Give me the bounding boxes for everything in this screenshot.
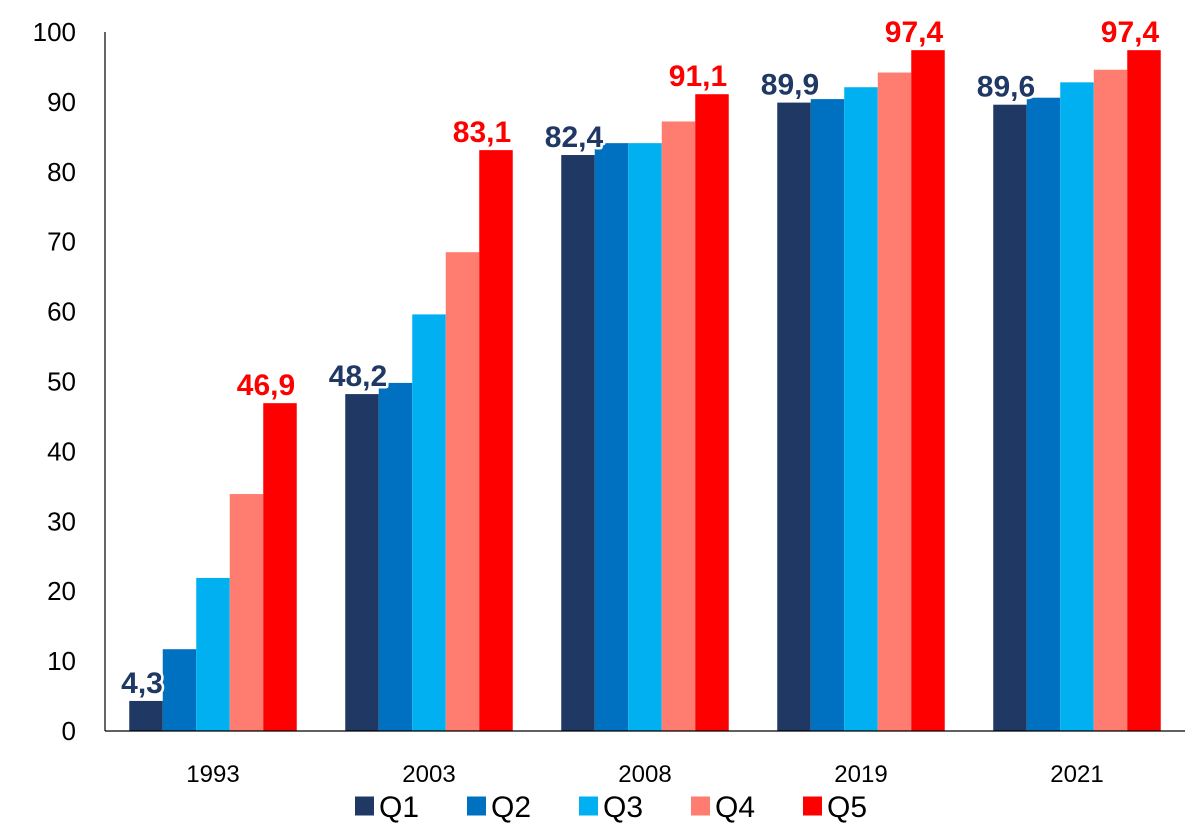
bar-q2-2008 — [594, 143, 629, 732]
data-label: 82,4 — [545, 121, 604, 154]
y-tick-label: 40 — [47, 436, 76, 466]
bar-q1-1993 — [129, 700, 163, 731]
y-axis-ticks: 0 10 20 30 40 50 60 70 80 90 100 — [33, 17, 76, 746]
y-tick-label: 80 — [47, 157, 76, 187]
bar-q2-2019 — [810, 99, 845, 731]
y-tick-label: 20 — [47, 576, 76, 606]
bar-q2-2003 — [378, 382, 413, 731]
x-tick-label: 2003 — [402, 761, 455, 788]
bar-q1-2019 — [777, 102, 811, 731]
y-tick-label: 90 — [47, 87, 76, 117]
legend-label-q5: Q5 — [827, 791, 867, 824]
data-label: 97,4 — [1101, 16, 1160, 49]
bar-q5-2021 — [1127, 50, 1161, 731]
data-label: 46,9 — [237, 369, 295, 402]
y-tick-label: 100 — [33, 17, 76, 47]
bar-q2-2021 — [1026, 97, 1061, 732]
y-tick-label: 10 — [47, 646, 76, 676]
legend-swatch-q2 — [467, 796, 486, 816]
data-label: 89,9 — [761, 69, 819, 102]
bar-q3-2003 — [412, 314, 446, 731]
legend-label-q1: Q1 — [379, 791, 419, 824]
bar-q5-2003 — [479, 150, 513, 732]
bar-series — [129, 50, 1161, 732]
y-tick-label: 50 — [47, 367, 76, 397]
x-tick-label: 2019 — [834, 761, 887, 788]
legend-swatch-q5 — [803, 796, 822, 816]
bar-q4-2008 — [661, 121, 696, 732]
y-tick-label: 30 — [47, 506, 76, 536]
bar-q3-2019 — [844, 87, 878, 731]
legend-swatch-q3 — [579, 796, 598, 816]
axes — [104, 32, 1185, 732]
bar-q4-2003 — [445, 252, 480, 731]
data-label: 4,3 — [121, 667, 163, 700]
legend-label-q4: Q4 — [715, 791, 755, 824]
x-tick-label: 2008 — [618, 761, 671, 788]
data-label: 91,1 — [669, 60, 727, 93]
bar-q4-2021 — [1093, 69, 1128, 732]
y-tick-label: 60 — [47, 297, 76, 327]
legend: Q1 Q2 Q3 Q4 Q5 — [355, 791, 867, 824]
bar-q4-2019 — [877, 72, 912, 732]
x-axis-labels: 1993 2003 2008 2019 2021 — [186, 761, 1103, 788]
y-tick-label: 0 — [62, 716, 76, 746]
data-label: 83,1 — [453, 116, 511, 149]
bar-q5-2008 — [695, 94, 729, 731]
bar-q3-1993 — [196, 577, 230, 731]
y-tick-label: 70 — [47, 227, 76, 257]
legend-label-q3: Q3 — [603, 791, 643, 824]
x-tick-label: 1993 — [186, 761, 239, 788]
bar-q1-2003 — [345, 394, 379, 731]
bar-q1-2008 — [561, 155, 595, 732]
bar-q3-2021 — [1060, 82, 1094, 731]
data-labels: 4,3 46,9 48,2 83,1 82,4 91,1 89,9 97,4 89,6 97,4 — [119, 14, 1162, 703]
bar-q4-1993 — [229, 494, 264, 731]
data-label: 48,2 — [329, 360, 387, 393]
legend-swatch-q4 — [691, 796, 710, 816]
data-label: 89,6 — [977, 71, 1035, 104]
legend-label-q2: Q2 — [491, 791, 531, 824]
legend-swatch-q1 — [355, 796, 374, 816]
bar-q3-2008 — [628, 143, 662, 732]
bar-q5-1993 — [263, 403, 297, 731]
data-label: 97,4 — [885, 16, 944, 49]
bar-q5-2019 — [911, 50, 945, 731]
bar-q2-1993 — [162, 649, 197, 731]
x-tick-label: 2021 — [1050, 761, 1103, 788]
bar-q1-2021 — [993, 104, 1027, 732]
